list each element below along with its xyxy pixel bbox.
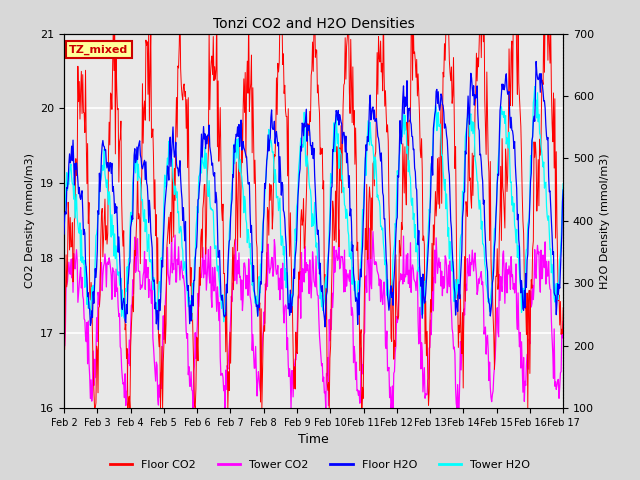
- Text: TZ_mixed: TZ_mixed: [69, 45, 128, 55]
- Y-axis label: CO2 Density (mmol/m3): CO2 Density (mmol/m3): [24, 153, 35, 288]
- Y-axis label: H2O Density (mmol/m3): H2O Density (mmol/m3): [600, 153, 610, 288]
- Legend: Floor CO2, Tower CO2, Floor H2O, Tower H2O: Floor CO2, Tower CO2, Floor H2O, Tower H…: [105, 456, 535, 474]
- X-axis label: Time: Time: [298, 433, 329, 446]
- Title: Tonzi CO2 and H2O Densities: Tonzi CO2 and H2O Densities: [212, 17, 415, 31]
